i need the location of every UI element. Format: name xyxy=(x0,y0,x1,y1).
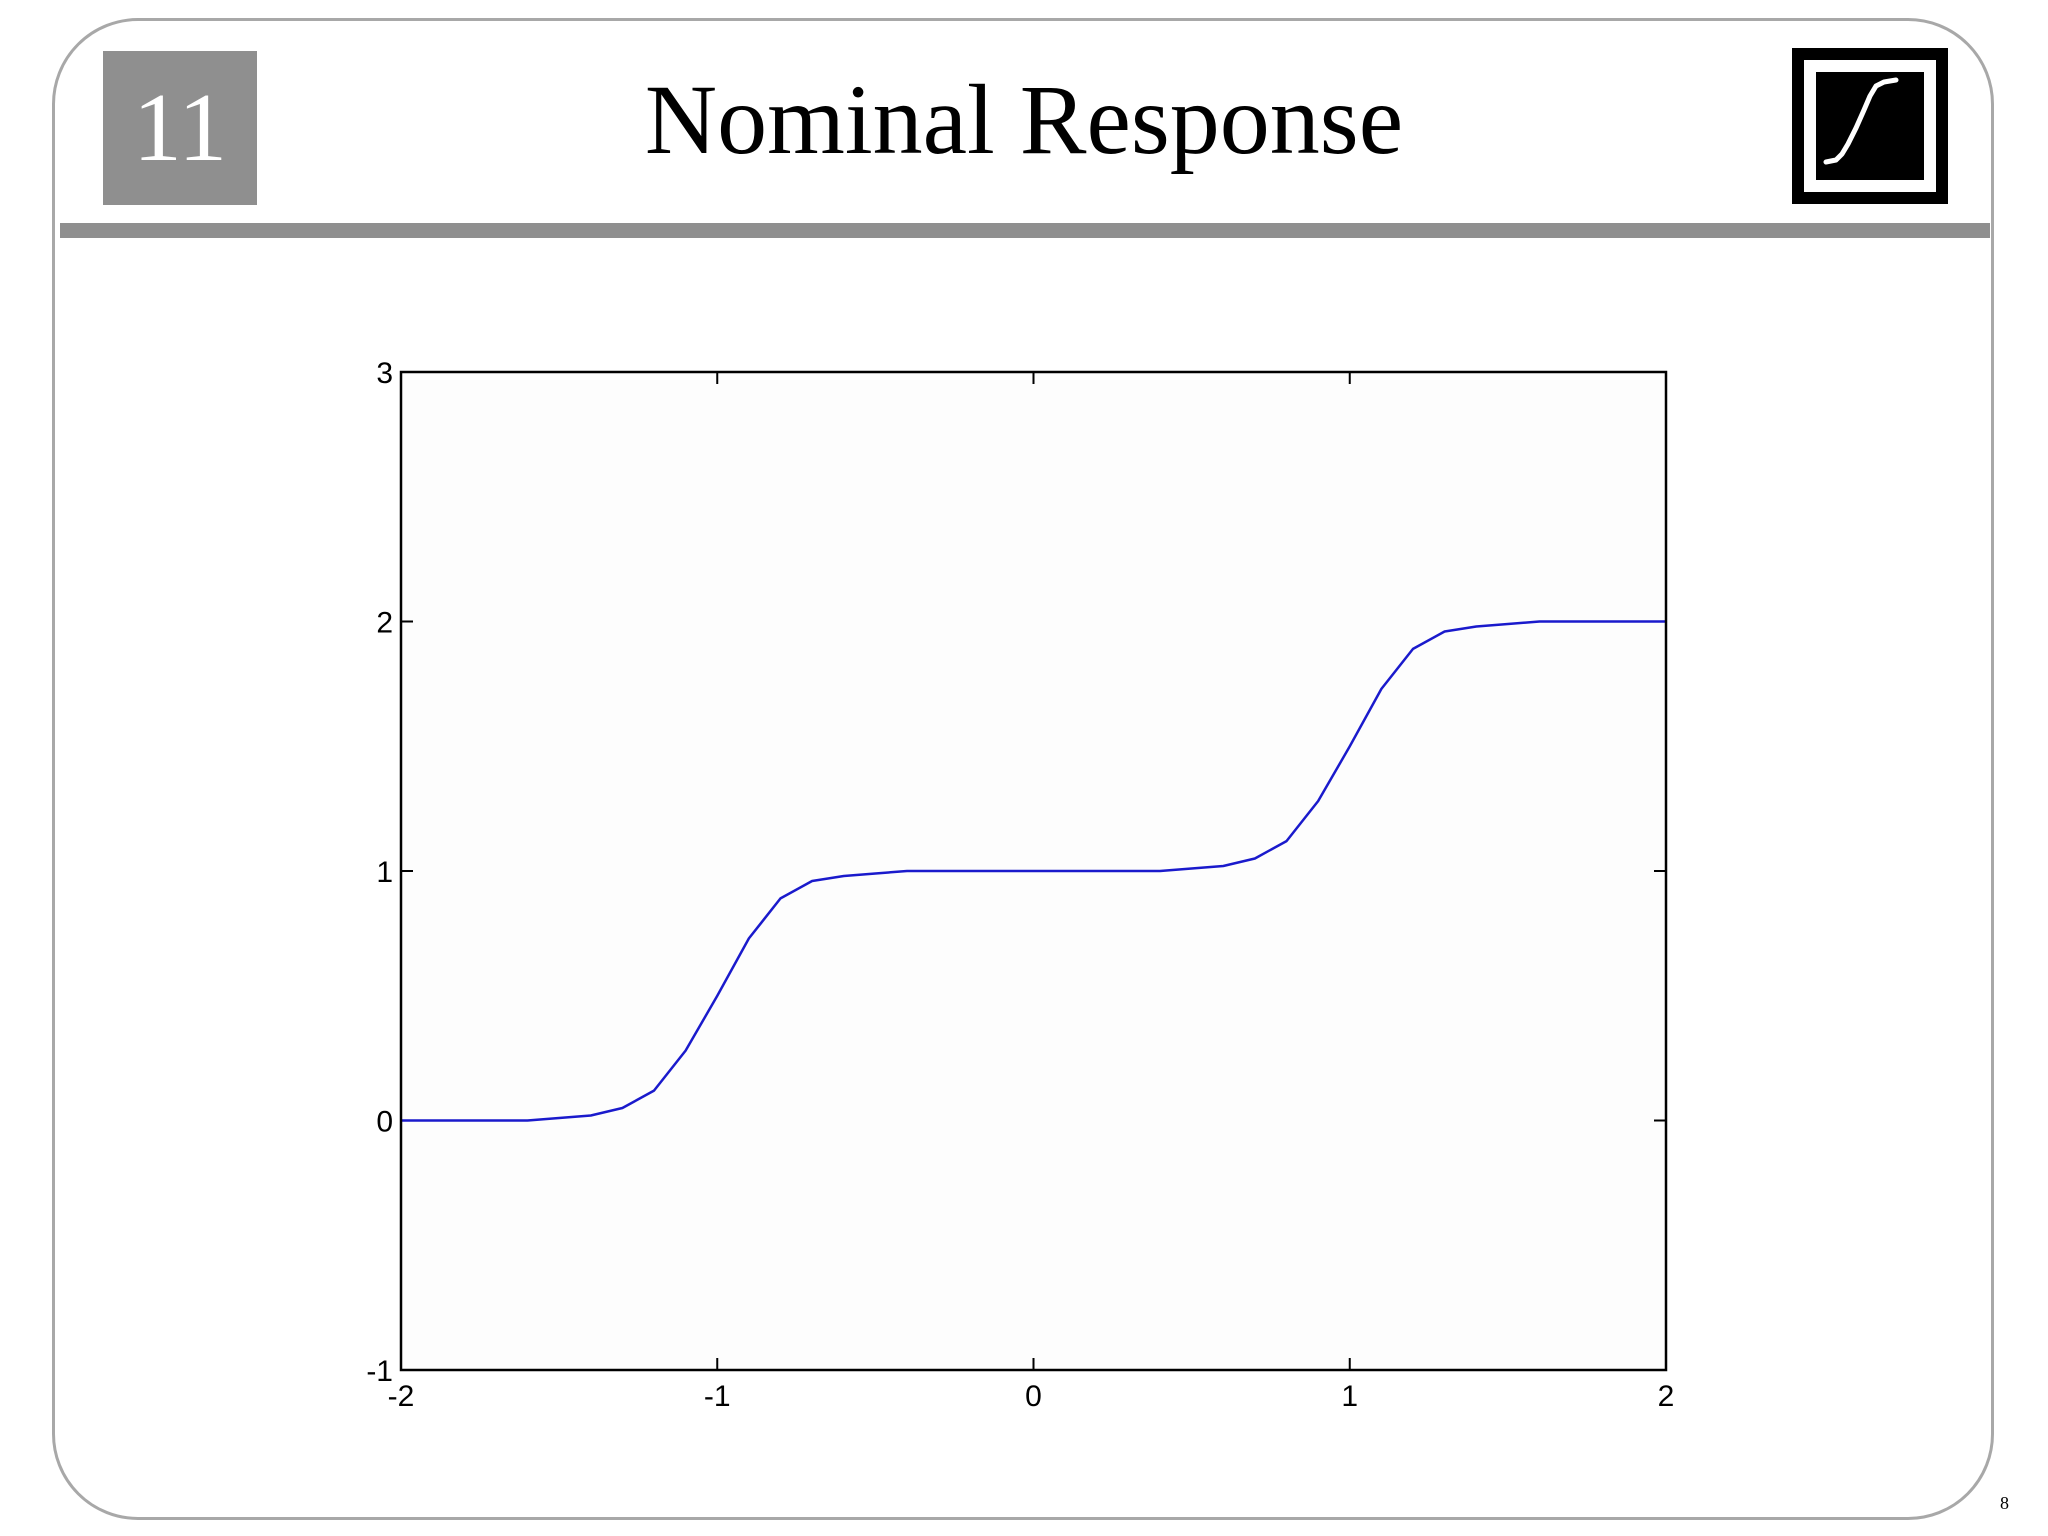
title-divider xyxy=(60,223,1990,238)
slide-frame xyxy=(52,18,1994,1520)
x-tick-label: 0 xyxy=(1025,1380,1042,1413)
y-tick-label: -1 xyxy=(366,1355,393,1388)
y-tick-label: 3 xyxy=(376,357,393,390)
x-tick-label: 2 xyxy=(1658,1380,1675,1413)
chapter-badge: 11 xyxy=(103,51,257,205)
x-tick-label: -1 xyxy=(704,1380,731,1413)
axes-box xyxy=(399,370,1668,1372)
series-line xyxy=(401,620,1666,1122)
y-tick-label: 2 xyxy=(376,607,393,640)
y-tick-label: 1 xyxy=(376,856,393,889)
x-tick-label: -2 xyxy=(388,1380,415,1413)
page-number: 8 xyxy=(2000,1493,2009,1513)
chapter-number: 11 xyxy=(132,74,228,182)
x-tick-label: 1 xyxy=(1341,1380,1358,1413)
y-tick-label: 0 xyxy=(376,1106,393,1139)
s-curve-icon xyxy=(1792,48,1948,204)
slide-title: Nominal Response xyxy=(644,64,1404,175)
